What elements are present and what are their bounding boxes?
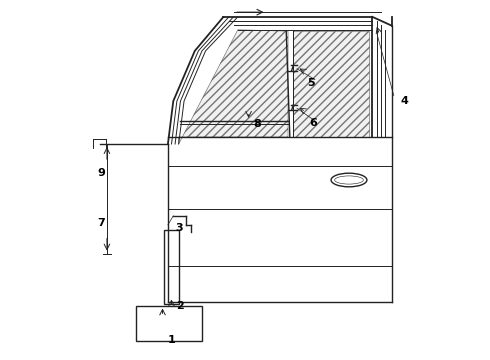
Text: 5: 5 xyxy=(308,78,315,88)
Text: 4: 4 xyxy=(401,96,409,106)
Text: 7: 7 xyxy=(98,218,105,228)
Text: 3: 3 xyxy=(175,224,182,233)
Text: 9: 9 xyxy=(98,168,105,178)
Text: 1: 1 xyxy=(168,334,175,345)
Bar xyxy=(136,306,202,341)
Polygon shape xyxy=(179,30,288,144)
Bar xyxy=(164,230,179,304)
Polygon shape xyxy=(294,31,368,137)
Text: 2: 2 xyxy=(176,301,184,311)
Text: 8: 8 xyxy=(254,120,262,129)
Text: 6: 6 xyxy=(309,118,317,128)
